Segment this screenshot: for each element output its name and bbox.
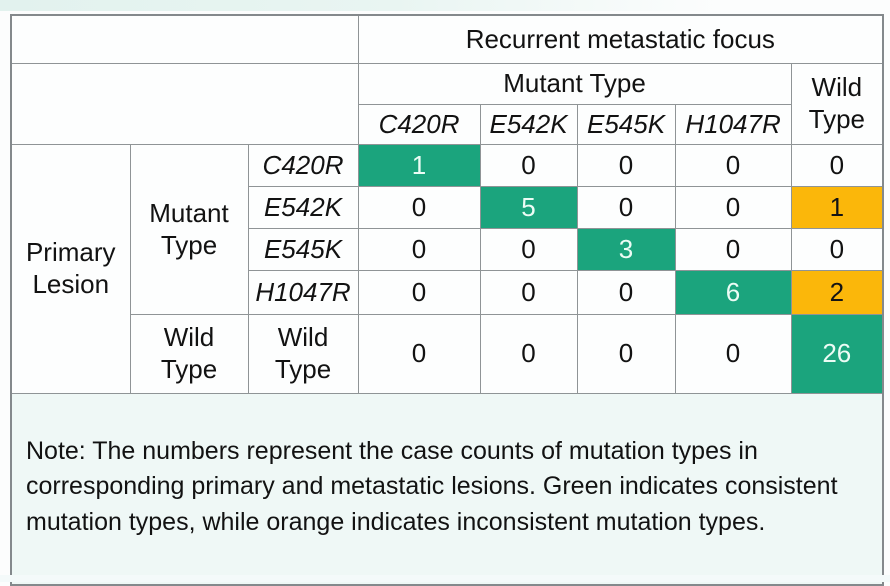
data-cell: 26 bbox=[790, 314, 884, 394]
data-cell: 0 bbox=[576, 144, 676, 187]
data-cell: 0 bbox=[479, 314, 578, 394]
data-cell: 0 bbox=[357, 314, 481, 394]
col-group-mutant-type: Mutant Type bbox=[357, 63, 792, 105]
col-group-wild-type: Wild Type bbox=[790, 63, 884, 145]
corner-empty-cell-bottom bbox=[10, 63, 359, 145]
data-cell: 6 bbox=[674, 270, 792, 315]
data-cell: 0 bbox=[357, 228, 481, 271]
mutation-concordance-table: Recurrent metastatic focus Mutant Type W… bbox=[10, 14, 885, 586]
data-cell: 2 bbox=[790, 270, 884, 315]
data-cell: 0 bbox=[674, 228, 792, 271]
data-cell: 0 bbox=[790, 144, 884, 187]
row-label-c420r: C420R bbox=[247, 144, 359, 187]
row-group-wild-type: Wild Type bbox=[129, 314, 249, 394]
row-group-mutant-type: Mutant Type bbox=[129, 144, 249, 315]
data-cell: 0 bbox=[576, 270, 676, 315]
data-cell: 0 bbox=[576, 314, 676, 394]
data-cell: 1 bbox=[790, 186, 884, 229]
corner-empty-cell-top bbox=[10, 14, 359, 64]
top-accent-strip bbox=[0, 0, 720, 11]
data-cell: 1 bbox=[357, 144, 481, 187]
data-cell: 0 bbox=[576, 186, 676, 229]
row-axis-title: Primary Lesion bbox=[10, 144, 131, 394]
row-label-e545k: E545K bbox=[247, 228, 359, 271]
data-cell: 0 bbox=[357, 186, 481, 229]
col-axis-title: Recurrent metastatic focus bbox=[357, 14, 884, 64]
data-cell: 0 bbox=[357, 270, 481, 315]
col-header-h1047r: H1047R bbox=[674, 104, 792, 145]
data-cell: 0 bbox=[674, 144, 792, 187]
data-cell: 3 bbox=[576, 228, 676, 271]
data-cell: 0 bbox=[479, 228, 578, 271]
bottom-accent-strip bbox=[0, 575, 890, 582]
data-cell: 0 bbox=[674, 186, 792, 229]
note-text: Note: The numbers represent the case cou… bbox=[10, 393, 884, 586]
data-cell: 5 bbox=[479, 186, 578, 229]
data-cell: 0 bbox=[674, 314, 792, 394]
col-header-e542k: E542K bbox=[479, 104, 578, 145]
col-header-c420r: C420R bbox=[357, 104, 481, 145]
col-header-e545k: E545K bbox=[576, 104, 676, 145]
row-label-e542k: E542K bbox=[247, 186, 359, 229]
data-cell: 0 bbox=[479, 144, 578, 187]
data-cell: 0 bbox=[479, 270, 578, 315]
row-label-h1047r: H1047R bbox=[247, 270, 359, 315]
data-cell: 0 bbox=[790, 228, 884, 271]
row-label-wild-type: Wild Type bbox=[247, 314, 359, 394]
